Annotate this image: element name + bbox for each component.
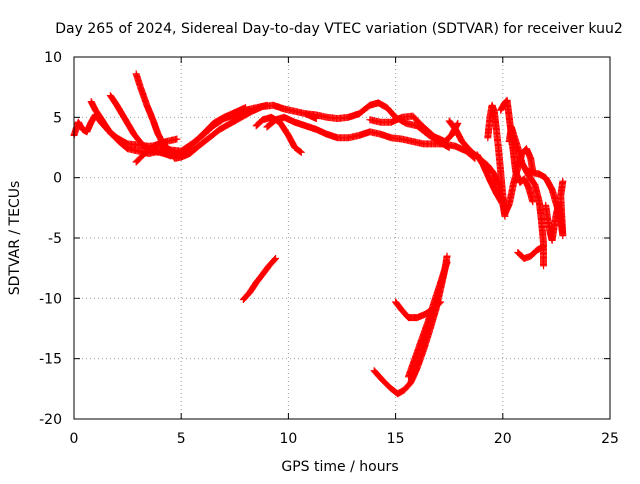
data-point-markers (239, 255, 280, 303)
y-tick-label: -20 (39, 412, 62, 428)
series-arc-21 (405, 258, 451, 381)
data-point-markers (132, 70, 320, 162)
y-tick-label: 10 (44, 50, 62, 66)
y-tick-label: -5 (48, 231, 62, 247)
x-axis-label: GPS time / hours (281, 459, 398, 475)
data-point-markers (542, 177, 567, 244)
series-arc-9 (366, 112, 462, 145)
series-arc-18 (239, 255, 280, 303)
y-tick-label: 5 (53, 110, 62, 126)
plot-frame (73, 56, 611, 420)
y-axis-label: SDTVAR / TECUs (7, 181, 23, 296)
series-arc-4 (132, 70, 320, 162)
x-tick-label: 10 (279, 431, 297, 447)
chart-title: Day 265 of 2024, Sidereal Day-to-day VTE… (55, 21, 623, 37)
x-tick-label: 0 (70, 431, 79, 447)
data-point-markers (366, 112, 462, 145)
data-point-markers (405, 258, 451, 381)
x-tick-label: 25 (601, 431, 619, 447)
series-arc-17 (514, 242, 548, 262)
data-point-markers (263, 113, 479, 162)
data-points (70, 70, 567, 398)
y-tick-label: 0 (53, 171, 62, 187)
y-tick-label: -15 (39, 352, 62, 368)
x-tick-label: 5 (177, 431, 186, 447)
data-point-markers (132, 135, 181, 166)
series-arc-7 (263, 113, 479, 162)
series-arc-5 (132, 135, 181, 166)
y-tick-label: -10 (39, 291, 62, 307)
series-arc-16 (542, 177, 567, 244)
data-point-markers (514, 242, 548, 262)
x-tick-label: 15 (387, 431, 405, 447)
axis-ticks: 0 5 10 15 20 25 -20 -15 -10 -5 0 5 10 (39, 50, 619, 447)
x-tick-label: 20 (494, 431, 512, 447)
